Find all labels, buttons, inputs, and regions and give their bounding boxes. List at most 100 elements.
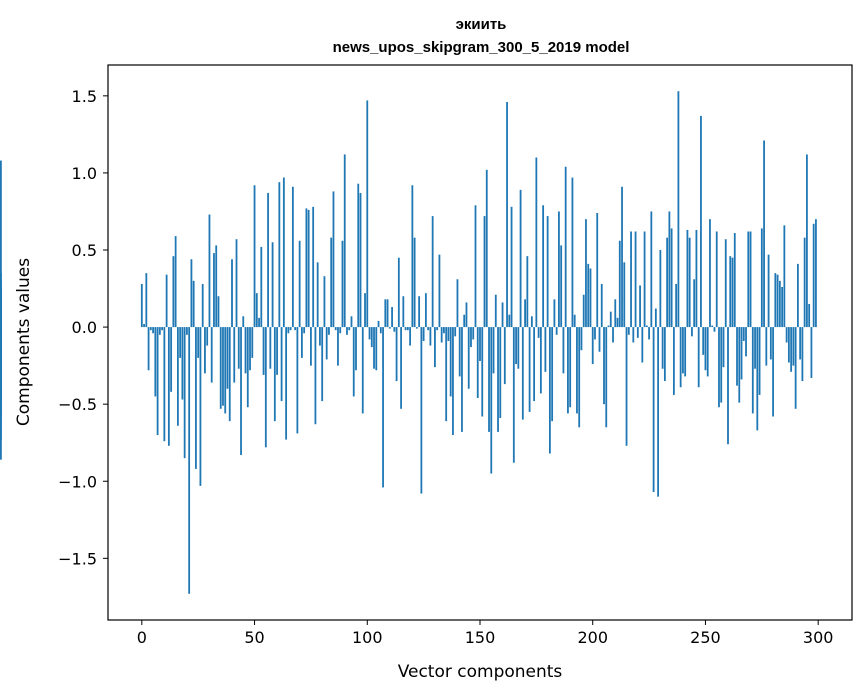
bar-244	[691, 327, 693, 337]
bar-214	[623, 262, 626, 328]
bar-145	[467, 327, 470, 389]
bar-86	[334, 327, 337, 331]
bar-23	[192, 280, 195, 328]
bar-47	[246, 327, 249, 408]
bar-126	[424, 293, 427, 328]
bar-84	[330, 237, 333, 328]
bar-118	[406, 327, 409, 331]
bar-6	[154, 327, 157, 397]
bar-206	[605, 327, 608, 428]
bar-138	[452, 327, 454, 435]
bar-74	[307, 209, 310, 328]
bar-99	[364, 293, 366, 328]
bar-219	[634, 231, 637, 328]
bar-280	[772, 327, 774, 417]
bar-42	[235, 239, 238, 328]
bar-241	[684, 327, 687, 377]
bar-119	[409, 327, 412, 346]
bar-226	[650, 211, 653, 328]
bar-190	[569, 327, 572, 408]
bar-124	[420, 327, 423, 494]
bar-265	[738, 327, 741, 403]
bar-53	[260, 246, 263, 328]
bar-111	[391, 307, 393, 328]
bar-70	[298, 240, 301, 328]
bar-250	[704, 327, 707, 371]
bar-283	[778, 280, 781, 328]
bar-82	[325, 327, 328, 360]
bar-44	[240, 327, 242, 456]
bar-260	[727, 327, 729, 445]
bar-5	[152, 327, 154, 334]
bar-133	[440, 327, 443, 343]
bar-67	[291, 186, 294, 328]
bar-189	[567, 327, 569, 414]
bar-168	[519, 189, 522, 328]
bar-149	[476, 327, 479, 398]
bar-95	[355, 327, 357, 371]
bar-286	[785, 327, 788, 343]
bar-255	[715, 231, 718, 328]
bar-27	[201, 283, 204, 328]
bar-15	[174, 236, 177, 328]
x-axis-ticks: 0 50 100 150 200 250 300	[137, 620, 833, 647]
bar-4	[149, 327, 152, 331]
bar-225	[648, 327, 650, 340]
bar-136	[447, 327, 450, 341]
bar-153	[485, 169, 488, 328]
bar-173	[530, 316, 533, 328]
bar-8	[158, 327, 161, 335]
bar-234	[668, 211, 671, 328]
bar-7	[156, 327, 159, 435]
y-tick-label: −1.0	[58, 472, 97, 491]
bar-100	[366, 100, 369, 328]
bar-258	[722, 327, 725, 368]
bar-163	[508, 314, 511, 328]
plot-frame	[107, 64, 853, 621]
x-tick-label: 200	[577, 628, 608, 647]
bar-264	[736, 327, 738, 386]
bar-159	[499, 327, 502, 419]
bar-41	[233, 327, 236, 383]
bar-235	[670, 228, 673, 328]
bar-282	[776, 274, 779, 328]
bar-undefined	[0, 327, 2, 402]
bar-2	[145, 273, 148, 328]
bar-107	[382, 327, 384, 488]
bar-296	[808, 303, 811, 328]
bar-211	[616, 317, 619, 328]
bar-290	[794, 327, 797, 409]
bar-172	[528, 327, 531, 412]
bar-58	[271, 242, 274, 328]
bar-212	[618, 240, 621, 328]
bar-134	[443, 327, 445, 334]
bar-114	[397, 257, 400, 328]
bar-261	[729, 256, 732, 328]
bar-158	[497, 327, 499, 432]
bar-40	[231, 259, 233, 328]
bar-28	[204, 327, 206, 374]
bar-227	[652, 327, 655, 493]
bar-147	[472, 327, 475, 340]
bar-19	[183, 327, 186, 459]
bar-76	[312, 206, 315, 328]
bar-160	[501, 302, 504, 328]
bar-165	[512, 327, 515, 463]
y-axis-ticks: −1.5 −1.0 −0.5 0.0 0.5 1.0 1.5	[58, 87, 108, 568]
bar-77	[314, 327, 317, 425]
bar-52	[258, 317, 260, 328]
bar-161	[503, 327, 506, 385]
bar-79	[319, 327, 321, 346]
bar-96	[357, 183, 360, 328]
bar-11	[165, 274, 168, 328]
bar-90	[343, 154, 346, 328]
bar-218	[632, 327, 635, 343]
bar-1	[143, 324, 145, 328]
bar-129	[431, 216, 434, 328]
bar-29	[206, 327, 209, 346]
bar-269	[747, 231, 750, 328]
bar-17	[179, 327, 182, 358]
x-tick-label: 50	[244, 628, 264, 647]
bar-174	[533, 327, 536, 402]
bar-140	[456, 279, 459, 328]
